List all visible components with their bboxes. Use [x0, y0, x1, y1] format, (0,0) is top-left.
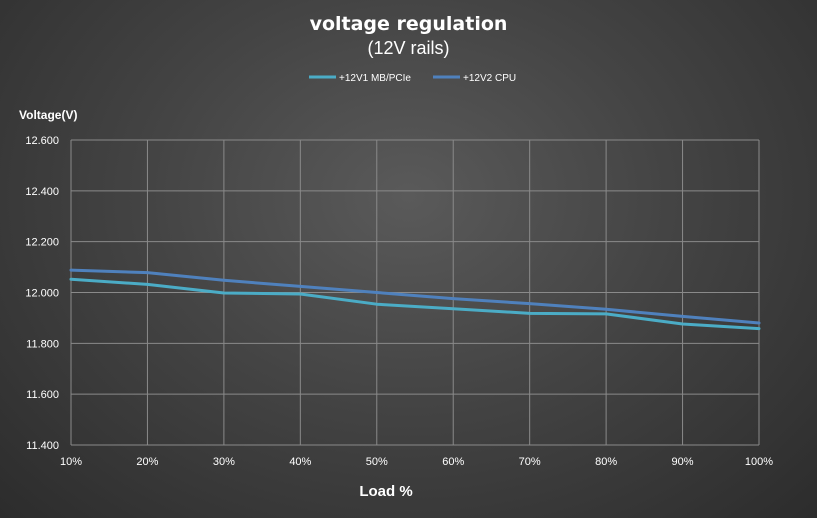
y-tick-label: 12.400 — [25, 186, 59, 198]
series-layer — [69, 268, 761, 331]
x-tick-label: 50% — [366, 456, 388, 468]
y-tick-label: 12.000 — [25, 288, 59, 300]
legend-label-2: +12V2 CPU — [463, 73, 516, 84]
x-tick-label: 30% — [213, 456, 235, 468]
y-tick-label: 12.600 — [25, 135, 59, 147]
x-tick-label: 70% — [519, 456, 541, 468]
legend-label-1: +12V1 MB/PCIe — [339, 73, 411, 84]
legend: +12V1 MB/PCIe +12V2 CPU — [309, 73, 516, 84]
series-line-1 — [69, 277, 761, 331]
chart-title: voltage regulation — [309, 13, 508, 35]
series-line-2 — [69, 268, 761, 325]
x-tick-label: 10% — [60, 456, 82, 468]
x-tick-label: 20% — [136, 456, 158, 468]
y-tick-label: 12.200 — [25, 237, 59, 249]
x-tick-label: 40% — [289, 456, 311, 468]
x-axis-title: Load % — [359, 483, 412, 500]
x-tick-label: 100% — [745, 456, 773, 468]
y-axis-title: Voltage(V) — [19, 108, 77, 122]
y-tick-label: 11.400 — [26, 440, 59, 452]
tick-labels: 11.400 11.600 11.800 12.000 12.200 12.400 12.6… — [25, 135, 773, 468]
y-tick-label: 11.800 — [26, 338, 59, 350]
grid-layer — [70, 139, 760, 446]
x-tick-label: 60% — [442, 456, 464, 468]
x-tick-label: 80% — [595, 456, 617, 468]
y-tick-label: 11.600 — [26, 389, 59, 401]
x-tick-label: 90% — [672, 456, 694, 468]
chart-subtitle: (12V rails) — [367, 38, 450, 58]
